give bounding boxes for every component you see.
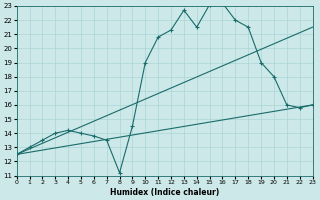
X-axis label: Humidex (Indice chaleur): Humidex (Indice chaleur) <box>110 188 219 197</box>
